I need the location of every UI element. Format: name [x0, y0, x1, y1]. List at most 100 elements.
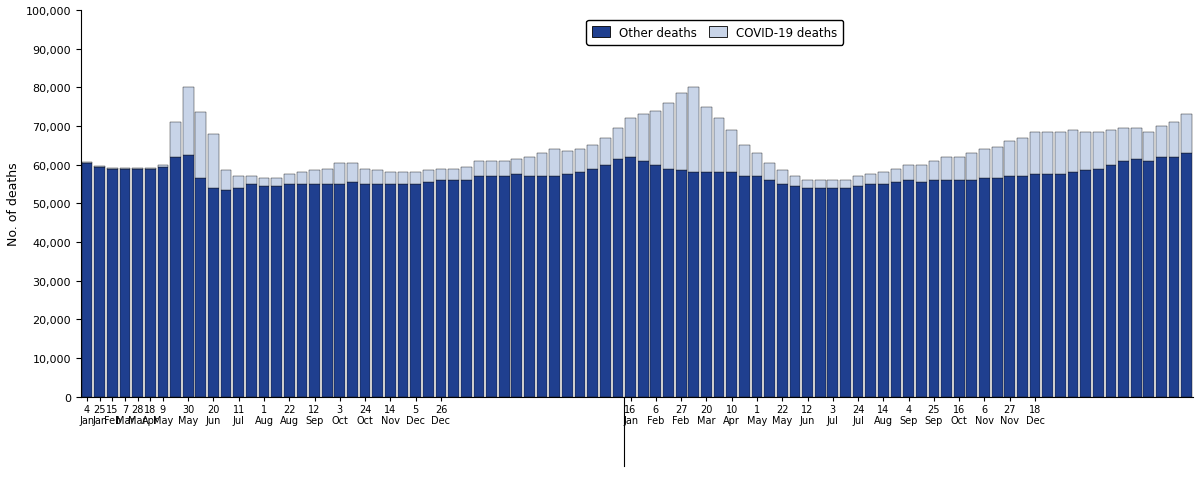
Bar	[1068, 131, 1079, 173]
Bar	[714, 119, 725, 173]
Bar	[726, 173, 737, 397]
Bar	[221, 171, 232, 190]
Bar	[322, 169, 332, 184]
Bar	[1030, 175, 1040, 397]
Bar	[182, 156, 193, 397]
Bar	[954, 158, 965, 181]
Bar	[904, 166, 914, 181]
Bar	[916, 182, 926, 397]
Bar	[587, 146, 598, 169]
Bar	[145, 168, 156, 169]
Bar	[1055, 133, 1066, 175]
Bar	[550, 150, 560, 177]
Bar	[208, 135, 218, 188]
Bar	[1118, 129, 1129, 162]
Bar	[904, 181, 914, 397]
Bar	[372, 184, 383, 397]
Bar	[511, 160, 522, 175]
Bar	[1068, 173, 1079, 397]
Bar	[145, 169, 156, 397]
Bar	[486, 177, 497, 397]
Legend: Other deaths, COVID-19 deaths: Other deaths, COVID-19 deaths	[587, 21, 844, 45]
Bar	[764, 181, 775, 397]
Bar	[499, 177, 510, 397]
Bar	[132, 169, 143, 397]
Bar	[271, 186, 282, 397]
Bar	[1144, 133, 1154, 162]
Bar	[991, 179, 1002, 397]
Bar	[575, 173, 586, 397]
Bar	[385, 173, 396, 184]
Bar	[840, 181, 851, 188]
Bar	[562, 175, 572, 397]
Bar	[182, 88, 193, 156]
Bar	[499, 162, 510, 177]
Bar	[1181, 154, 1192, 397]
Bar	[650, 166, 661, 397]
Bar	[853, 177, 864, 186]
Bar	[625, 119, 636, 158]
Bar	[751, 154, 762, 177]
Bar	[1130, 129, 1141, 160]
Bar	[246, 184, 257, 397]
Bar	[1181, 115, 1192, 154]
Bar	[449, 169, 458, 181]
Bar	[941, 158, 952, 181]
Bar	[751, 177, 762, 397]
Bar	[1004, 177, 1015, 397]
Bar	[739, 146, 750, 177]
Bar	[221, 190, 232, 397]
Bar	[536, 154, 547, 177]
Bar	[310, 184, 320, 397]
Bar	[890, 182, 901, 397]
Bar	[196, 179, 206, 397]
Bar	[322, 184, 332, 397]
Bar	[296, 184, 307, 397]
Bar	[259, 179, 269, 186]
Bar	[157, 167, 168, 397]
Bar	[82, 164, 92, 397]
Bar	[941, 181, 952, 397]
Bar	[966, 181, 977, 397]
Bar	[1093, 133, 1104, 169]
Bar	[1043, 133, 1054, 175]
Bar	[1169, 123, 1180, 158]
Bar	[600, 166, 611, 397]
Bar	[157, 166, 168, 167]
Bar	[853, 186, 864, 397]
Bar	[790, 177, 800, 186]
Bar	[562, 152, 572, 175]
Bar	[828, 181, 838, 188]
Bar	[347, 182, 358, 397]
Bar	[1105, 166, 1116, 397]
Bar	[638, 162, 648, 397]
Bar	[776, 184, 787, 397]
Bar	[1156, 127, 1166, 158]
Bar	[536, 177, 547, 397]
Bar	[701, 173, 712, 397]
Bar	[966, 154, 977, 181]
Bar	[790, 186, 800, 397]
Bar	[701, 107, 712, 173]
Bar	[739, 177, 750, 397]
Bar	[916, 166, 926, 182]
Bar	[335, 164, 346, 184]
Bar	[422, 171, 433, 182]
Bar	[410, 173, 421, 184]
Bar	[550, 177, 560, 397]
Bar	[1043, 175, 1054, 397]
Bar	[1093, 169, 1104, 397]
Bar	[296, 173, 307, 184]
Bar	[196, 113, 206, 179]
Bar	[1030, 133, 1040, 175]
Bar	[271, 179, 282, 186]
Bar	[600, 138, 611, 166]
Bar	[107, 168, 118, 169]
Bar	[107, 169, 118, 397]
Bar	[449, 181, 458, 397]
Bar	[397, 173, 408, 184]
Bar	[1055, 175, 1066, 397]
Bar	[372, 171, 383, 184]
Bar	[461, 167, 472, 181]
Bar	[638, 115, 648, 162]
